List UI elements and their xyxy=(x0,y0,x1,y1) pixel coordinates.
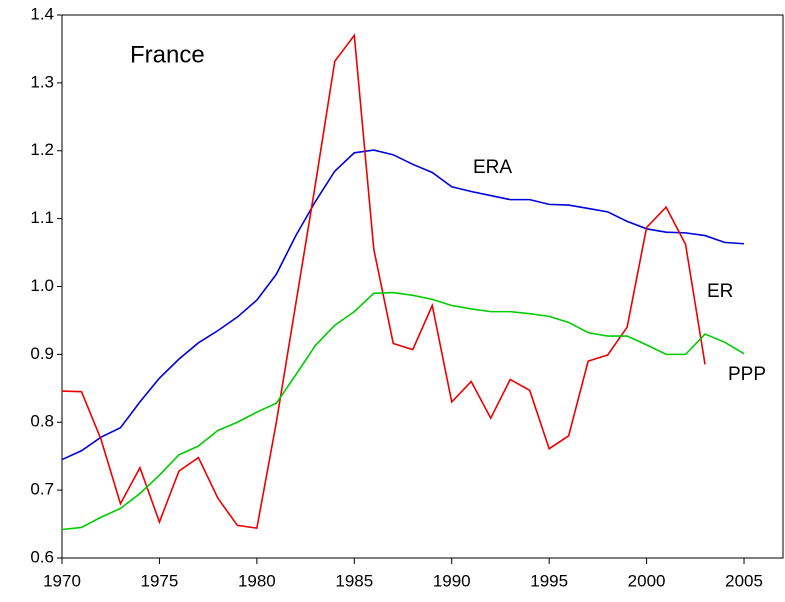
series-line xyxy=(61,149,745,461)
plot-frame xyxy=(61,14,784,559)
x-tick-label: 1980 xyxy=(238,571,276,590)
series-line xyxy=(61,33,706,530)
x-tick-label: 1970 xyxy=(43,571,81,590)
chart-title: France xyxy=(130,41,205,68)
y-tick-label: 1.3 xyxy=(30,72,54,91)
x-tick-label: 2005 xyxy=(725,571,763,590)
y-tick-label: 1.4 xyxy=(30,4,54,23)
y-tick-label: 1.0 xyxy=(30,276,54,295)
y-tick-label: 0.7 xyxy=(30,480,54,499)
x-tick-label: 1975 xyxy=(141,571,179,590)
y-tick-label: 0.6 xyxy=(30,547,54,566)
y-tick-label: 0.9 xyxy=(30,344,54,363)
x-tick-label: 1990 xyxy=(433,571,471,590)
series-label: PPP xyxy=(728,364,766,385)
x-tick-label: 1985 xyxy=(335,571,373,590)
x-tick-label: 1995 xyxy=(530,571,568,590)
y-tick-label: 0.8 xyxy=(30,412,54,431)
series-label: ER xyxy=(707,281,733,302)
y-tick-label: 1.2 xyxy=(30,140,54,159)
series-line xyxy=(61,291,745,531)
series-label: ERA xyxy=(473,157,512,178)
y-tick-label: 1.1 xyxy=(30,208,54,227)
x-tick-label: 2000 xyxy=(628,571,666,590)
